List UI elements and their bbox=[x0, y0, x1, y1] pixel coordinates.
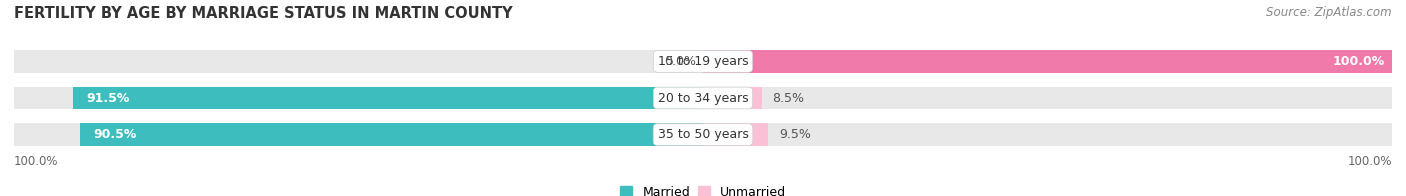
Text: 35 to 50 years: 35 to 50 years bbox=[658, 128, 748, 141]
Text: 100.0%: 100.0% bbox=[14, 155, 59, 168]
Text: 9.5%: 9.5% bbox=[779, 128, 811, 141]
Bar bbox=[703, 87, 1392, 109]
Bar bbox=[703, 87, 762, 109]
Bar bbox=[80, 123, 703, 146]
Bar bbox=[703, 50, 1392, 73]
Text: Source: ZipAtlas.com: Source: ZipAtlas.com bbox=[1267, 6, 1392, 19]
Bar bbox=[14, 87, 703, 109]
Text: 20 to 34 years: 20 to 34 years bbox=[658, 92, 748, 104]
Text: 100.0%: 100.0% bbox=[1333, 55, 1385, 68]
Text: 100.0%: 100.0% bbox=[1347, 155, 1392, 168]
Bar bbox=[73, 87, 703, 109]
Text: 8.5%: 8.5% bbox=[772, 92, 804, 104]
Bar bbox=[703, 123, 1392, 146]
Text: 0.0%: 0.0% bbox=[664, 55, 696, 68]
Text: FERTILITY BY AGE BY MARRIAGE STATUS IN MARTIN COUNTY: FERTILITY BY AGE BY MARRIAGE STATUS IN M… bbox=[14, 6, 513, 21]
Bar bbox=[703, 123, 769, 146]
Legend: Married, Unmarried: Married, Unmarried bbox=[614, 181, 792, 196]
Text: 15 to 19 years: 15 to 19 years bbox=[658, 55, 748, 68]
Bar bbox=[14, 123, 703, 146]
Bar bbox=[703, 50, 1392, 73]
Text: 91.5%: 91.5% bbox=[86, 92, 129, 104]
Text: 90.5%: 90.5% bbox=[93, 128, 136, 141]
Bar bbox=[14, 50, 703, 73]
